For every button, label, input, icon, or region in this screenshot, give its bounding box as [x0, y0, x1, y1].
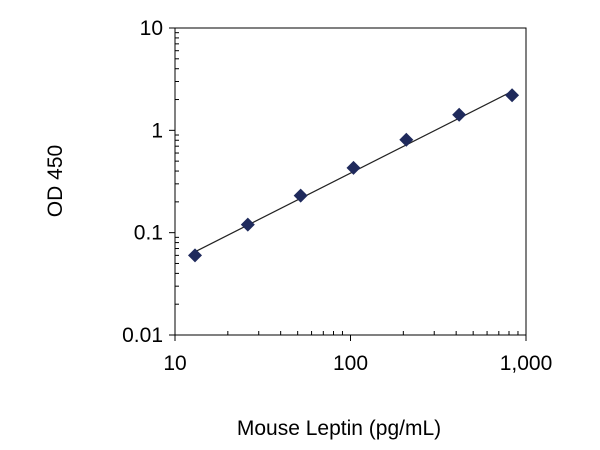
y-tick-label: 0.01 [122, 324, 163, 347]
data-point [293, 188, 308, 203]
y-tick-labels: 0.01 0.1 1 10 [122, 17, 163, 347]
plot-area [174, 27, 527, 336]
y-tick-label: 10 [140, 17, 163, 40]
data-point [240, 217, 255, 232]
y-axis-title: OD 450 [44, 145, 67, 217]
x-tick-labels: 10 100 1,000 [163, 352, 552, 375]
major-ticks [169, 27, 527, 341]
y-tick-label: 1 [151, 119, 163, 142]
data-point [346, 160, 361, 175]
x-axis-title: Mouse Leptin (pg/mL) [237, 417, 441, 440]
y-tick-label: 0.1 [134, 222, 163, 245]
x-tick-label: 10 [163, 352, 186, 375]
data-points [187, 88, 520, 263]
data-point [452, 107, 467, 122]
x-tick-label: 100 [333, 352, 368, 375]
x-tick-label: 1,000 [500, 352, 553, 375]
data-point [187, 248, 202, 263]
data-point [399, 132, 414, 147]
data-point [505, 88, 520, 103]
y-minor-ticks [175, 32, 179, 305]
x-minor-ticks [227, 331, 519, 335]
